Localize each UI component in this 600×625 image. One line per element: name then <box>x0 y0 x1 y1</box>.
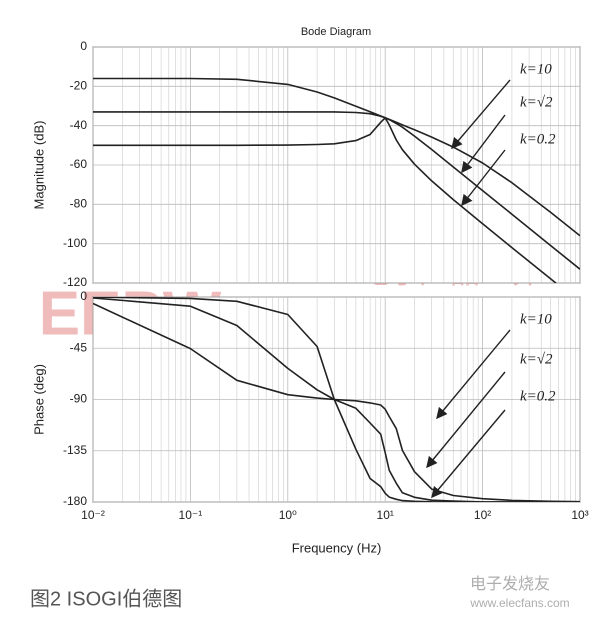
x-tick-label: 10² <box>474 508 491 522</box>
y-axis-label: Magnitude (dB) <box>31 121 46 210</box>
y-tick-label: -20 <box>70 79 88 93</box>
series-label: k=0.2 <box>520 131 556 147</box>
y-tick-label: 0 <box>80 289 87 303</box>
watermark: www.elecfans.com <box>469 596 569 610</box>
x-tick-label: 10⁰ <box>279 508 297 522</box>
y-tick-label: -90 <box>70 392 88 406</box>
x-tick-label: 10⁻¹ <box>179 508 203 522</box>
caption: 图2 ISOGI伯德图 <box>30 587 182 610</box>
series-label: k=0.2 <box>520 388 556 404</box>
annotation-arrow <box>436 329 511 420</box>
line-series <box>93 297 580 502</box>
x-tick-label: 10¹ <box>377 508 394 522</box>
annotation-arrow <box>451 79 511 150</box>
y-tick-label: -45 <box>70 340 88 354</box>
y-tick-label: -60 <box>70 157 88 171</box>
y-axis-label: Phase (deg) <box>31 364 46 435</box>
y-tick-label: -120 <box>63 275 87 289</box>
series-label: k=10 <box>520 61 552 77</box>
watermark: 电子发烧友 <box>470 575 550 593</box>
annotation-arrow <box>426 371 506 469</box>
series-label: k=10 <box>520 311 552 327</box>
annotation-arrow <box>431 409 506 499</box>
series-group <box>93 297 580 502</box>
series-label: k=√2 <box>520 94 553 110</box>
chart-title: Bode Diagram <box>301 26 371 38</box>
y-tick-label: -40 <box>70 118 88 132</box>
x-tick-label: 10⁻² <box>81 508 105 522</box>
series-label: k=√2 <box>520 351 553 367</box>
line-series <box>93 117 558 283</box>
line-series <box>93 111 580 270</box>
y-tick-label: -80 <box>70 197 88 211</box>
annotation-arrow <box>461 149 506 207</box>
x-tick-label: 10³ <box>571 508 588 522</box>
y-tick-label: -135 <box>63 443 87 457</box>
y-tick-label: -180 <box>63 494 87 508</box>
x-axis-label: Frequency (Hz) <box>292 540 382 555</box>
y-tick-label: 0 <box>80 39 87 53</box>
y-tick-label: -100 <box>63 236 87 250</box>
series-group <box>93 77 580 283</box>
line-series <box>93 302 580 502</box>
annotation-arrow <box>461 114 506 174</box>
